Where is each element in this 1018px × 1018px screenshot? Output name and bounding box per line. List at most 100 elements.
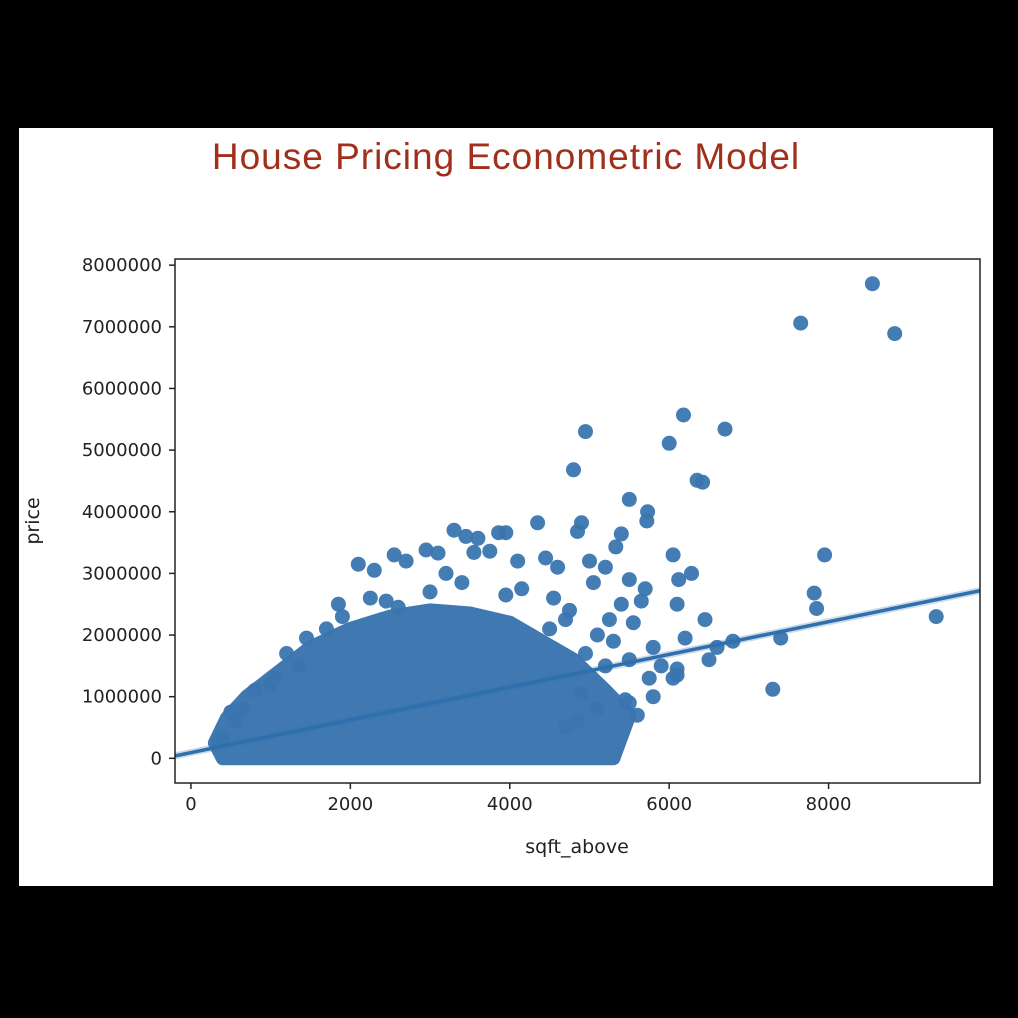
y-tick-label: 2000000 <box>82 625 162 646</box>
data-point <box>510 553 526 569</box>
data-point <box>613 596 629 612</box>
data-point <box>366 562 382 578</box>
data-point <box>621 491 637 507</box>
data-point <box>806 585 822 601</box>
dense-point-cloud <box>207 603 637 766</box>
data-point <box>582 553 597 569</box>
data-point <box>530 515 546 531</box>
plot-frame <box>174 258 981 784</box>
data-point <box>570 524 585 539</box>
data-point <box>330 596 346 612</box>
data-point <box>263 676 279 692</box>
y-tick-label: 7000000 <box>82 317 162 338</box>
data-point <box>470 530 486 546</box>
slide-card: House Pricing Econometric Model 0 2000 400… <box>19 128 993 886</box>
data-point <box>279 646 295 661</box>
data-point <box>291 658 306 674</box>
dense-cloud-shape <box>207 603 637 766</box>
data-point <box>498 587 514 603</box>
data-point <box>211 732 227 748</box>
data-point <box>570 713 585 729</box>
data-point <box>669 596 685 612</box>
data-point <box>684 565 699 581</box>
x-tick-label: 8000 <box>806 794 852 815</box>
data-point <box>585 575 601 591</box>
data-point <box>817 547 833 563</box>
data-point <box>641 670 657 686</box>
y-tick-label: 3000000 <box>82 563 162 584</box>
data-point <box>589 627 605 643</box>
x-tick-label: 4000 <box>487 794 533 815</box>
data-point <box>247 683 263 698</box>
data-point <box>458 528 474 544</box>
data-point <box>378 593 394 609</box>
data-point <box>235 701 251 717</box>
data-point <box>665 547 681 563</box>
data-point <box>430 545 446 561</box>
data-point <box>514 581 530 597</box>
y-tick-label: 1000000 <box>82 687 162 708</box>
data-point <box>350 556 366 572</box>
regression-line-layer <box>175 587 980 760</box>
data-point <box>597 559 613 575</box>
y-tick-label: 4000000 <box>82 502 162 523</box>
data-point <box>542 621 558 637</box>
data-points <box>211 276 944 748</box>
data-point <box>809 601 825 616</box>
x-axis-ticks: 0 2000 4000 6000 8000 <box>185 783 851 815</box>
data-point <box>601 612 617 628</box>
data-point <box>550 559 566 575</box>
regression-line <box>175 588 980 758</box>
data-point <box>386 547 402 563</box>
data-point <box>362 590 378 606</box>
data-point <box>318 621 334 637</box>
data-point <box>438 565 454 581</box>
data-point <box>589 701 605 717</box>
data-point <box>621 695 637 711</box>
y-tick-label: 8000000 <box>82 255 162 276</box>
x-tick-label: 6000 <box>646 794 692 815</box>
x-tick-label: 2000 <box>327 794 373 815</box>
data-point <box>418 542 434 558</box>
data-point <box>629 707 645 723</box>
y-tick-label: 5000000 <box>82 440 162 461</box>
data-point <box>697 612 713 628</box>
data-point <box>558 720 573 735</box>
data-point <box>928 609 944 625</box>
data-point <box>639 513 655 529</box>
data-point <box>676 407 691 423</box>
data-point <box>334 609 350 625</box>
data-point <box>695 474 711 490</box>
data-point <box>578 424 593 440</box>
data-point <box>653 658 669 674</box>
data-point <box>669 667 685 683</box>
data-point <box>398 553 414 569</box>
data-point <box>578 646 593 661</box>
data-point <box>773 630 789 646</box>
data-point <box>717 421 733 437</box>
y-tick-label: 0 <box>151 748 162 769</box>
data-point <box>566 462 581 478</box>
data-point <box>491 525 507 541</box>
data-point <box>864 276 880 292</box>
x-tick-label: 0 <box>185 794 196 815</box>
data-point <box>574 686 589 702</box>
data-point <box>621 572 637 588</box>
data-point <box>677 630 693 646</box>
data-point <box>422 584 438 600</box>
data-point <box>645 689 661 705</box>
data-point <box>625 615 641 631</box>
data-point <box>613 526 629 542</box>
data-point <box>633 593 649 609</box>
data-point <box>538 550 554 566</box>
data-point <box>637 581 653 597</box>
data-point <box>558 612 573 628</box>
y-tick-label: 6000000 <box>82 378 162 399</box>
data-point <box>671 572 687 588</box>
data-point <box>546 590 562 606</box>
data-point <box>390 599 406 615</box>
data-point <box>299 630 314 646</box>
x-axis-label: sqft_above <box>525 836 629 858</box>
scatter-chart: 0 2000 4000 6000 8000 0 1000000 2000000 3000000… <box>22 255 981 858</box>
data-point <box>446 522 462 538</box>
